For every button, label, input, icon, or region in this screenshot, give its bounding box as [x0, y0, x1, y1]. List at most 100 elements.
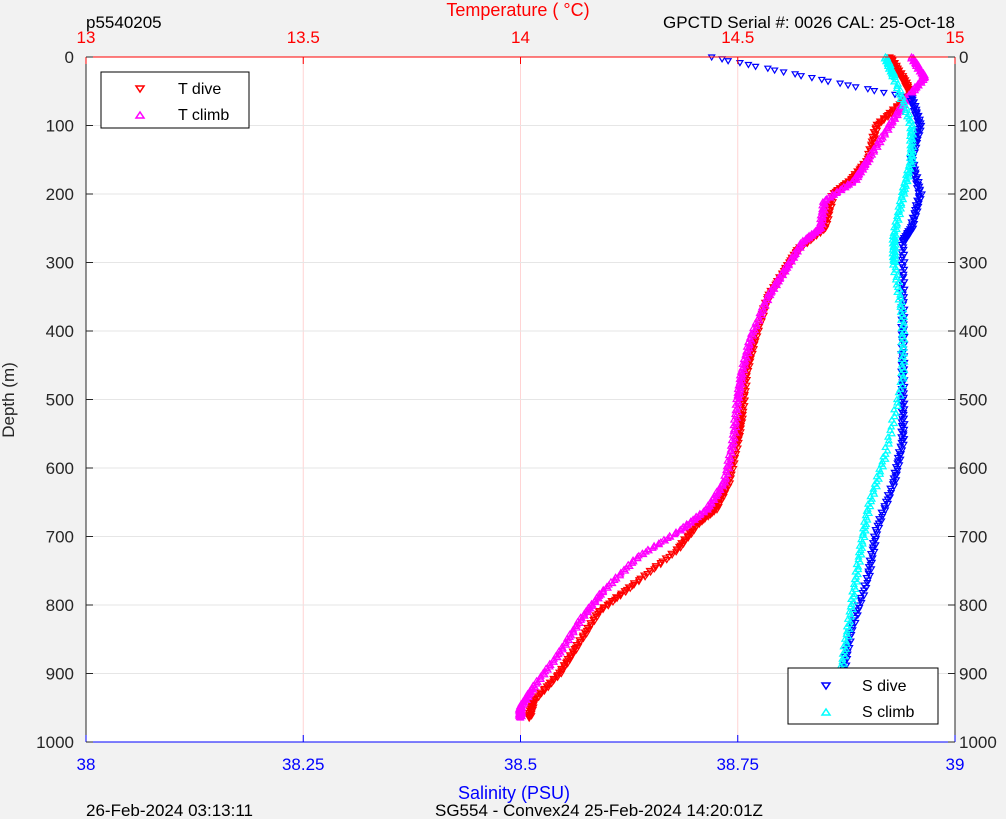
- temperature-tick-label: 14.5: [721, 28, 754, 47]
- s-climb-point: [891, 275, 900, 283]
- t-dive-point: [743, 376, 752, 384]
- depth-tick-label-right: 300: [959, 254, 987, 273]
- t-dive-point: [643, 570, 652, 578]
- t-climb-point: [580, 612, 589, 619]
- t-climb-point: [565, 636, 574, 644]
- s-climb-point: [854, 562, 863, 570]
- t-climb-point: [731, 428, 740, 436]
- t-climb-point: [726, 445, 735, 453]
- s-dive-point: [910, 217, 919, 225]
- s-dive-point: [914, 203, 923, 211]
- s-dive-point: [907, 219, 916, 227]
- t-climb-point: [734, 408, 743, 416]
- t-dive-point: [825, 208, 835, 216]
- s-climb-point: [899, 371, 908, 379]
- s-dive-point: [916, 124, 925, 132]
- t-dive-point: [739, 408, 748, 416]
- t-dive-point: [612, 595, 622, 603]
- s-dive-point: [893, 460, 902, 468]
- s-climb-point: [870, 489, 879, 497]
- t-climb-point: [884, 126, 893, 133]
- t-dive-point: [641, 574, 650, 581]
- s-dive-point: [897, 413, 906, 421]
- s-dive-point: [889, 475, 898, 483]
- s-climb-point: [896, 391, 905, 399]
- depth-tick-label-right: 900: [959, 665, 987, 684]
- s-dive-point: [863, 86, 872, 93]
- s-dive-legend-label: S dive: [862, 678, 907, 695]
- t-climb-point: [796, 244, 805, 251]
- t-climb-point: [722, 473, 731, 481]
- s-dive-point: [913, 174, 922, 182]
- t-climb-point: [873, 143, 882, 150]
- t-dive-point: [585, 626, 594, 634]
- t-climb-point: [917, 78, 926, 86]
- axes: 13 13.5 14 14.5 15 38 38.25 38.5 38.75 39 0 0 100 100…: [36, 28, 997, 774]
- t-dive-point: [871, 132, 880, 140]
- t-climb-point: [721, 475, 730, 483]
- s-dive-point: [807, 74, 816, 82]
- t-climb-point: [616, 570, 625, 577]
- s-dive-point: [913, 126, 923, 133]
- t-climb-point: [738, 370, 748, 378]
- s-dive-point: [896, 452, 905, 460]
- s-dive-point: [779, 69, 788, 77]
- s-climb-point: [839, 659, 849, 667]
- s-climb-point: [860, 533, 869, 541]
- s-climb-point: [854, 552, 863, 560]
- s-climb-point: [841, 652, 850, 660]
- t-climb-point: [703, 505, 712, 513]
- depth-tick-label-left: 600: [46, 459, 74, 478]
- t-climb-point: [772, 281, 782, 289]
- t-dive-point: [742, 382, 751, 390]
- t-dive-point: [865, 146, 874, 154]
- s-climb-point: [897, 191, 906, 199]
- t-climb-point: [728, 449, 737, 457]
- s-climb-point: [849, 597, 858, 605]
- s-climb-point: [844, 632, 853, 640]
- salinity-tick-label: 38.5: [504, 755, 537, 774]
- temperature-tick-label: 15: [946, 28, 965, 47]
- t-dive-point: [741, 388, 750, 395]
- s-climb-point: [896, 95, 905, 102]
- t-dive-point: [741, 397, 750, 405]
- s-climb-point: [892, 273, 901, 281]
- t-climb-point: [736, 384, 745, 391]
- s-climb-point: [887, 429, 896, 437]
- t-climb-point: [744, 349, 753, 357]
- s-climb-point: [897, 324, 906, 332]
- s-dive-point: [851, 84, 860, 92]
- s-climb-point: [881, 443, 890, 451]
- s-dive-point: [899, 441, 908, 449]
- s-climb-point: [853, 577, 862, 585]
- s-dive-point: [897, 428, 906, 436]
- s-dive-point: [823, 78, 833, 86]
- t-climb-point: [558, 645, 567, 653]
- s-climb-point: [879, 452, 888, 460]
- salinity-tick-label: 38: [77, 755, 96, 774]
- t-climb-point: [764, 296, 773, 304]
- s-dive-point: [890, 469, 899, 477]
- temperature-axis-label: Temperature ( °C): [446, 0, 589, 20]
- s-dive-point: [892, 477, 901, 484]
- s-climb-point: [892, 212, 902, 220]
- s-climb-point: [864, 509, 874, 517]
- t-climb-point: [891, 115, 900, 122]
- t-climb-point: [529, 685, 538, 693]
- s-climb-point: [850, 590, 859, 598]
- t-climb-point: [599, 585, 608, 593]
- s-climb-point: [847, 612, 856, 620]
- s-climb-point: [900, 189, 909, 197]
- s-climb-point: [908, 160, 917, 168]
- t-dive-point: [658, 558, 667, 566]
- t-climb-point: [700, 508, 709, 516]
- s-climb-point: [889, 268, 899, 276]
- depth-axis-label: Depth (m): [0, 362, 18, 438]
- t-dive-point: [582, 627, 591, 635]
- t-dive-point: [825, 211, 834, 219]
- s-climb-point: [861, 526, 870, 534]
- t-climb-point: [628, 559, 637, 566]
- depth-tick-label-left: 200: [46, 185, 74, 204]
- t-dive-point: [656, 561, 665, 569]
- s-climb-point: [897, 315, 906, 323]
